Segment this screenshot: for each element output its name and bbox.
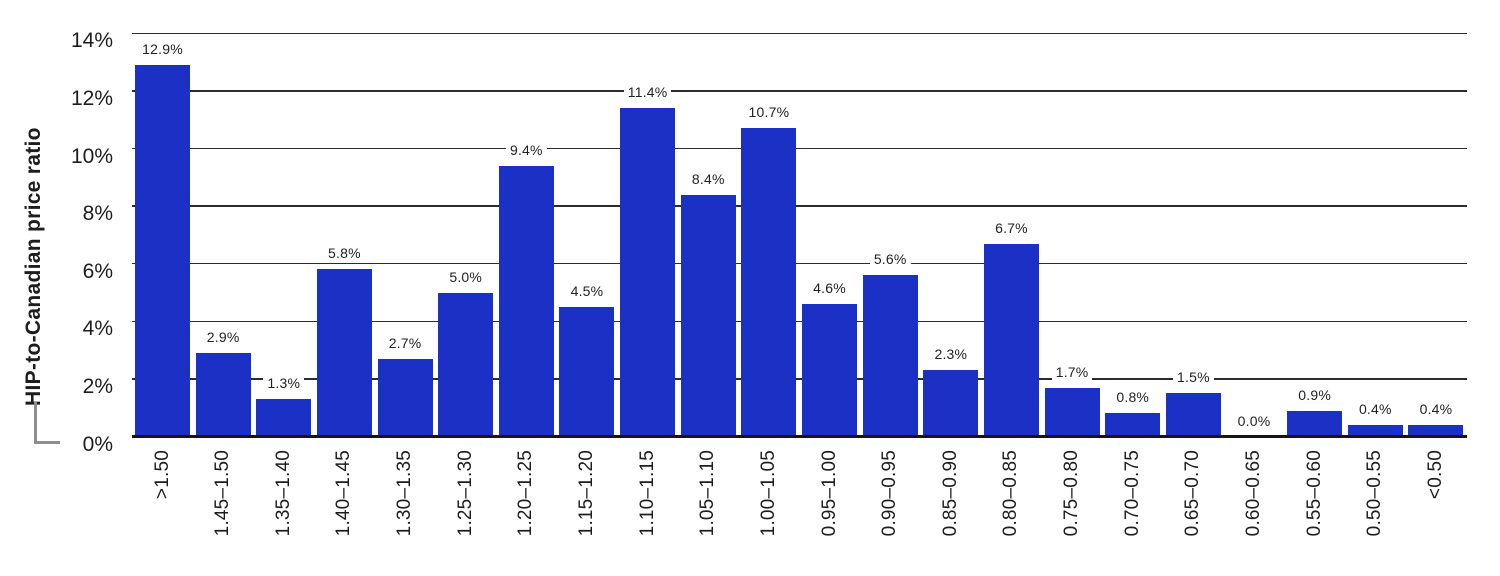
bar <box>1287 410 1343 437</box>
x-tick-label: 1.35–1.40 <box>272 450 294 537</box>
x-tick-label: <0.50 <box>1424 450 1446 500</box>
x-tick-label: 0.60–0.65 <box>1243 450 1265 537</box>
bar-value-label: 0.0% <box>1194 411 1314 431</box>
gridline <box>132 320 1467 323</box>
bar-value-label: 12.9% <box>103 39 223 59</box>
bar-value-label: 1.7% <box>1012 362 1132 382</box>
bar <box>1165 393 1221 437</box>
bar-value-label: 8.4% <box>648 169 768 189</box>
x-tick-label: 0.55–0.60 <box>1303 450 1325 537</box>
x-tick-label: >1.50 <box>151 450 173 500</box>
bar <box>1105 413 1161 437</box>
x-tick-label: 1.15–1.20 <box>575 450 597 537</box>
bar-value-label: 2.7% <box>345 333 465 353</box>
bar-value-label: 4.6% <box>770 279 890 298</box>
axis-corner-bracket <box>34 402 60 444</box>
bar <box>559 306 615 437</box>
x-tick-label: 1.20–1.25 <box>515 450 537 537</box>
bar <box>498 165 554 437</box>
bar <box>1347 424 1403 437</box>
bar-value-label: 1.5% <box>1133 368 1253 387</box>
gridline <box>132 90 1467 92</box>
gridline <box>132 378 1467 380</box>
y-tick-label: 14% <box>70 29 113 53</box>
bar-value-label: 4.5% <box>527 281 647 301</box>
x-tick-label: 1.45–1.50 <box>212 450 234 537</box>
x-tick-label: 1.25–1.30 <box>454 450 476 537</box>
bar <box>862 275 918 437</box>
y-tick-label: 12% <box>70 86 113 110</box>
x-tick-label: 1.10–1.15 <box>636 450 658 537</box>
x-tick-label: 1.30–1.35 <box>394 450 416 537</box>
y-tick-label: 10% <box>70 144 113 168</box>
bar <box>438 292 494 437</box>
bar-value-label: 2.9% <box>163 327 283 347</box>
x-tick-label: 0.65–0.70 <box>1182 450 1204 537</box>
bar <box>1044 387 1100 437</box>
bar-value-label: 0.8% <box>1073 388 1193 407</box>
bar <box>741 128 797 437</box>
bar <box>1408 424 1464 437</box>
gridline <box>132 262 1467 265</box>
bar-value-label: 2.3% <box>891 345 1011 364</box>
bar-value-label: 1.3% <box>224 374 344 393</box>
y-tick-label: 0% <box>82 432 113 456</box>
bar <box>195 352 251 437</box>
x-tick-label: 0.80–0.85 <box>1000 450 1022 537</box>
y-tick-label: 8% <box>82 202 113 226</box>
gridline <box>132 205 1467 207</box>
bar-value-label: 6.7% <box>951 218 1071 238</box>
bar <box>983 243 1039 437</box>
bar-value-label: 5.6% <box>830 250 950 269</box>
gridline <box>132 32 1467 35</box>
x-axis-line <box>132 435 1467 438</box>
bar-value-label: 5.8% <box>284 244 404 263</box>
bar-value-label: 10.7% <box>709 103 829 122</box>
y-tick-label: 6% <box>82 259 113 283</box>
x-tick-label: 1.05–1.10 <box>697 450 719 537</box>
x-tick-label: 0.50–0.55 <box>1364 450 1386 537</box>
bar-value-label: 9.4% <box>466 140 586 160</box>
x-tick-label: 0.85–0.90 <box>939 450 961 537</box>
bar-value-label: 0.4% <box>1315 399 1435 419</box>
y-tick-label: 2% <box>82 374 113 398</box>
gridline <box>132 147 1467 150</box>
x-tick-label: 1.40–1.45 <box>333 450 355 537</box>
bar-value-label: 5.0% <box>406 267 526 287</box>
bar <box>377 358 433 437</box>
bar <box>256 399 312 437</box>
bar <box>135 64 190 437</box>
bar <box>680 194 736 437</box>
x-tick-label: 1.00–1.05 <box>757 450 779 537</box>
y-tick-label: 4% <box>82 317 113 341</box>
x-tick-label: 0.70–0.75 <box>1121 450 1143 537</box>
bar-value-label: 0.9% <box>1255 385 1375 405</box>
bar-value-label: 0.4% <box>1376 399 1496 419</box>
x-tick-label: 0.95–1.00 <box>818 450 840 537</box>
x-tick-label: 0.90–0.95 <box>879 450 901 537</box>
x-tick-label: 0.75–0.80 <box>1061 450 1083 537</box>
bar-value-label: 11.4% <box>588 83 708 102</box>
bar <box>620 108 676 437</box>
bar <box>316 269 372 437</box>
bar <box>802 304 858 437</box>
bar <box>923 370 979 437</box>
